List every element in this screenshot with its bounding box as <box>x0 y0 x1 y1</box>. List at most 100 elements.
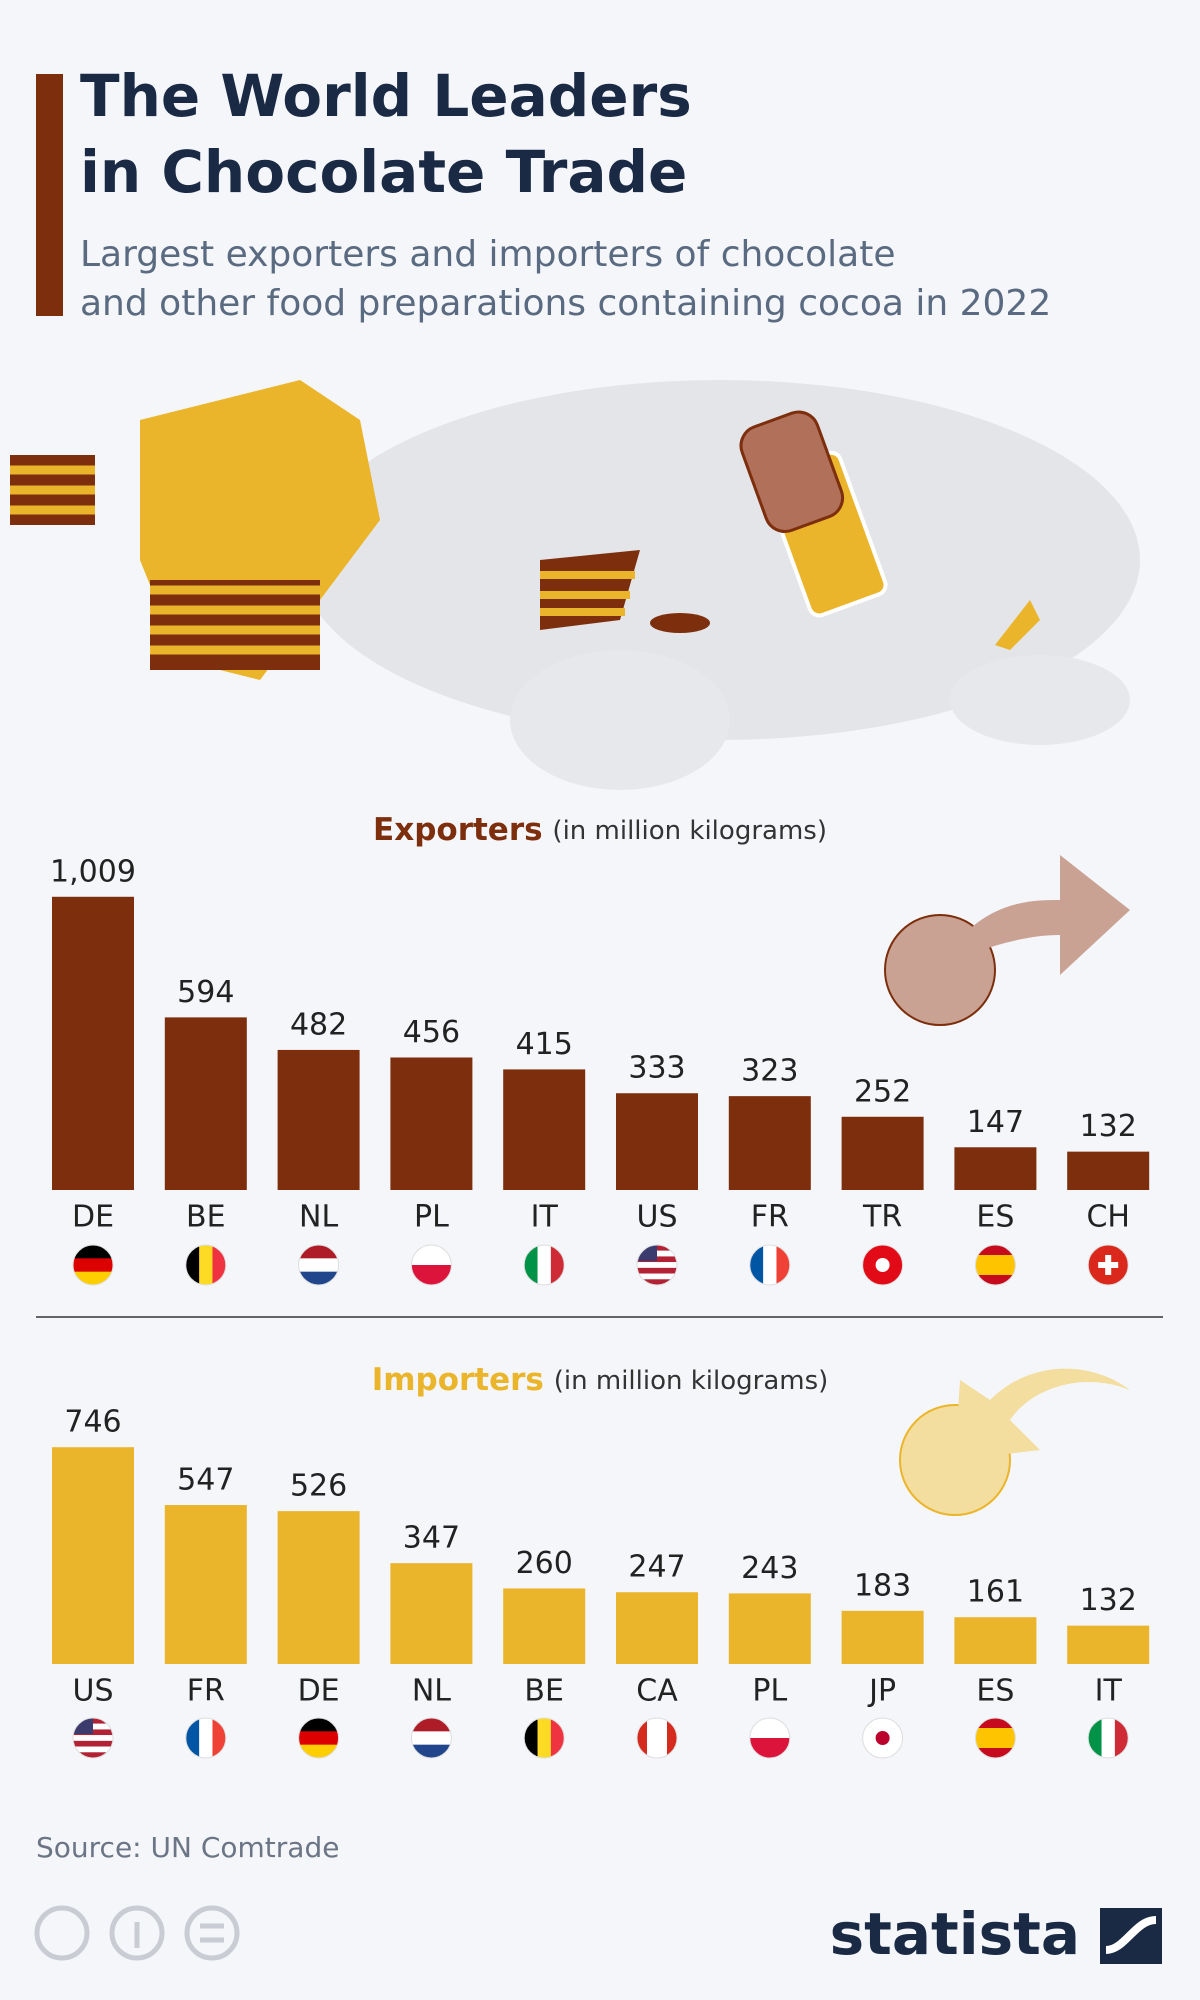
flag <box>185 1245 226 1285</box>
flag-ring <box>749 1244 791 1286</box>
flag-stripe <box>667 1718 677 1758</box>
flag-stripe <box>537 1718 552 1758</box>
flag-dot <box>875 1731 890 1745</box>
flag <box>298 1245 339 1285</box>
flag <box>637 1718 677 1758</box>
flag-ring <box>974 1244 1016 1286</box>
value-label: 132 <box>1080 1583 1137 1618</box>
flag-stripe <box>637 1267 677 1274</box>
value-label: 323 <box>741 1054 798 1089</box>
flag <box>73 1245 113 1285</box>
flag-stripe <box>524 1245 539 1285</box>
category-label: ES <box>976 1674 1014 1709</box>
flag <box>975 1245 1016 1285</box>
flag-cross <box>1098 1262 1119 1268</box>
flag-ring <box>1087 1717 1129 1759</box>
category-label: CA <box>636 1674 678 1709</box>
flag-stripe <box>411 1265 452 1285</box>
flag-stripe <box>199 1245 213 1285</box>
flag-stripe <box>73 1271 113 1285</box>
value-label: 132 <box>1080 1109 1137 1144</box>
flag-stripe <box>411 1744 452 1758</box>
value-label: 260 <box>516 1546 573 1581</box>
flag-ring <box>298 1244 340 1286</box>
flag-stripe <box>975 1718 1016 1729</box>
flag-ring <box>72 1717 114 1759</box>
bar <box>616 1093 698 1190</box>
flag-stripe <box>298 1245 339 1259</box>
flag-stripe <box>199 1718 213 1758</box>
flag-stripe <box>411 1731 452 1746</box>
value-label: 247 <box>628 1550 685 1585</box>
bar <box>52 896 134 1190</box>
category-label: JP <box>867 1674 896 1709</box>
flag <box>524 1245 565 1285</box>
bar <box>503 1069 586 1190</box>
flag-ring <box>1087 1244 1129 1286</box>
value-label: 594 <box>177 975 234 1010</box>
flag-stripe <box>637 1718 648 1758</box>
flag <box>1088 1718 1129 1758</box>
brand-logo <box>1100 1908 1162 1964</box>
value-label: 547 <box>177 1463 234 1498</box>
title-line: The World Leaders <box>80 62 692 130</box>
flag-stripe <box>298 1744 339 1758</box>
flag-stripe <box>749 1738 790 1758</box>
category-label: CH <box>1086 1200 1130 1235</box>
subtitle-line: and other food preparations containing c… <box>80 283 1051 324</box>
flag-stripe <box>647 1718 658 1758</box>
export-icon <box>884 855 1130 1026</box>
flag-stripe <box>1114 1718 1129 1758</box>
value-label: 347 <box>403 1521 460 1556</box>
flag <box>298 1718 339 1758</box>
bar <box>841 1116 924 1190</box>
bar <box>954 1147 1037 1190</box>
flag-ring <box>862 1244 904 1286</box>
flag-stripe <box>212 1245 226 1285</box>
flag-ring <box>749 1717 791 1759</box>
flag-stripe <box>975 1275 1016 1285</box>
bar <box>728 1096 811 1190</box>
flag-stripe <box>776 1245 790 1285</box>
flag-stripe <box>1088 1718 1103 1758</box>
flag-stripe <box>975 1748 1016 1758</box>
license-icons <box>34 1905 240 1961</box>
flag-stripe <box>73 1245 113 1259</box>
subtitle-line: Largest exporters and importers of choco… <box>80 234 895 275</box>
flag-stripe <box>73 1735 113 1741</box>
category-label: NL <box>299 1200 338 1235</box>
flag-stripe <box>73 1746 113 1753</box>
flag-dot <box>875 1258 890 1272</box>
title-accent <box>36 74 63 316</box>
bar <box>616 1592 698 1664</box>
flag-stripe <box>298 1718 339 1732</box>
category-label: US <box>72 1674 113 1709</box>
flag <box>73 1718 113 1758</box>
flag <box>411 1245 452 1285</box>
flag <box>749 1718 790 1758</box>
flag-stripe <box>975 1265 1016 1276</box>
value-label: 456 <box>403 1015 460 1050</box>
category-label: US <box>636 1200 677 1235</box>
flag-stripe <box>411 1718 452 1732</box>
flag-ring <box>636 1717 678 1759</box>
flag-ring <box>72 1244 114 1286</box>
category-label: FR <box>187 1674 225 1709</box>
category-label: PL <box>414 1200 449 1235</box>
flag-ring <box>862 1717 904 1759</box>
category-label: DE <box>72 1200 114 1235</box>
title-line: in Chocolate Trade <box>80 138 687 206</box>
brand: statista <box>830 1900 1080 1968</box>
flag-stripe <box>298 1258 339 1273</box>
flag-stripe <box>524 1718 539 1758</box>
chart-title: Exporters <box>373 812 543 848</box>
flag <box>975 1718 1016 1758</box>
bar <box>728 1593 811 1664</box>
import-icon <box>899 1368 1130 1516</box>
value-label: 746 <box>64 1405 121 1440</box>
flag-stripe <box>637 1273 677 1280</box>
flag-stripe <box>749 1245 764 1285</box>
value-label: 1,009 <box>50 854 136 889</box>
flag-stripe <box>975 1245 1016 1256</box>
